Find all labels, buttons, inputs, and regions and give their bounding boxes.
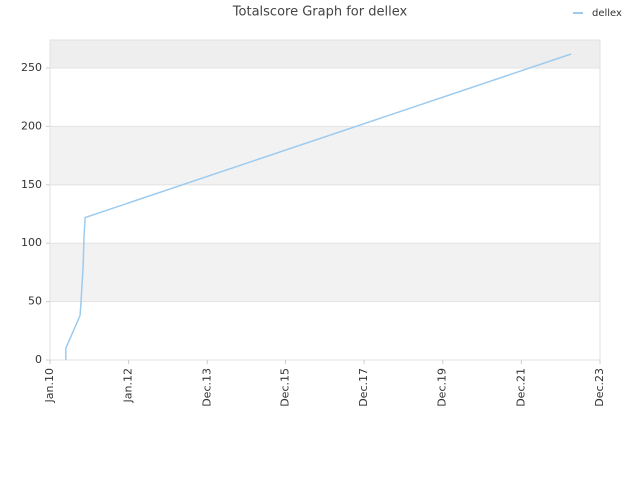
chart-title: Totalscore Graph for dellex (232, 5, 408, 20)
y-tick-label: 200 (21, 119, 42, 132)
legend-label: dellex (592, 8, 622, 19)
x-tick-label: Dec.17 (357, 368, 370, 407)
x-tick-label: Jan.12 (122, 368, 135, 403)
x-tick-label: Dec.15 (278, 368, 291, 407)
y-tick-label: 0 (35, 353, 42, 366)
y-tick-label: 150 (21, 178, 42, 191)
x-tick-label: Dec.19 (436, 368, 449, 407)
grid-band-top (50, 40, 600, 69)
grid-band (50, 68, 600, 127)
y-tick-label: 50 (28, 295, 42, 308)
x-tick-label: Dec.13 (200, 368, 213, 407)
grid-band (50, 243, 600, 302)
y-tick-label: 250 (21, 61, 42, 74)
grid-band (50, 184, 600, 244)
y-tick-label: 100 (21, 236, 42, 249)
x-tick-label: Dec.23 (593, 368, 606, 407)
line (65, 53, 572, 360)
plot-frame (49, 39, 601, 361)
x-tick-label: Dec.21 (514, 368, 527, 407)
x-tick-label: Jan.10 (43, 368, 56, 403)
grid-band (50, 126, 600, 185)
grid-band (50, 301, 600, 360)
